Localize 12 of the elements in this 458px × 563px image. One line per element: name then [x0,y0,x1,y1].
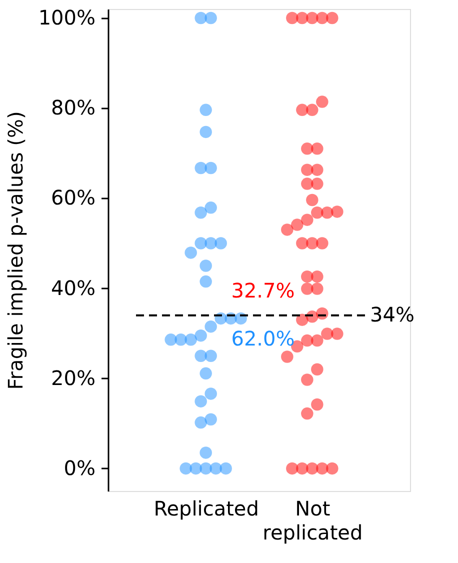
y-tick-label: 40% [51,276,96,300]
y-tick-label: 100% [38,6,96,30]
x-tick-label: Replicated [154,496,259,520]
annotation: 62.0% [231,326,295,350]
y-tick-label: 60% [51,186,96,210]
y-tick-label: 20% [51,366,96,390]
x-tick-label: Not replicated [262,496,363,544]
y-tick-label: 80% [51,96,96,120]
y-tick-label: 0% [64,456,96,480]
ref-line-label: 34% [370,302,414,326]
annotation: 32.7% [231,278,295,302]
y-axis-title: Fragile implied p-values (%) [3,111,28,390]
